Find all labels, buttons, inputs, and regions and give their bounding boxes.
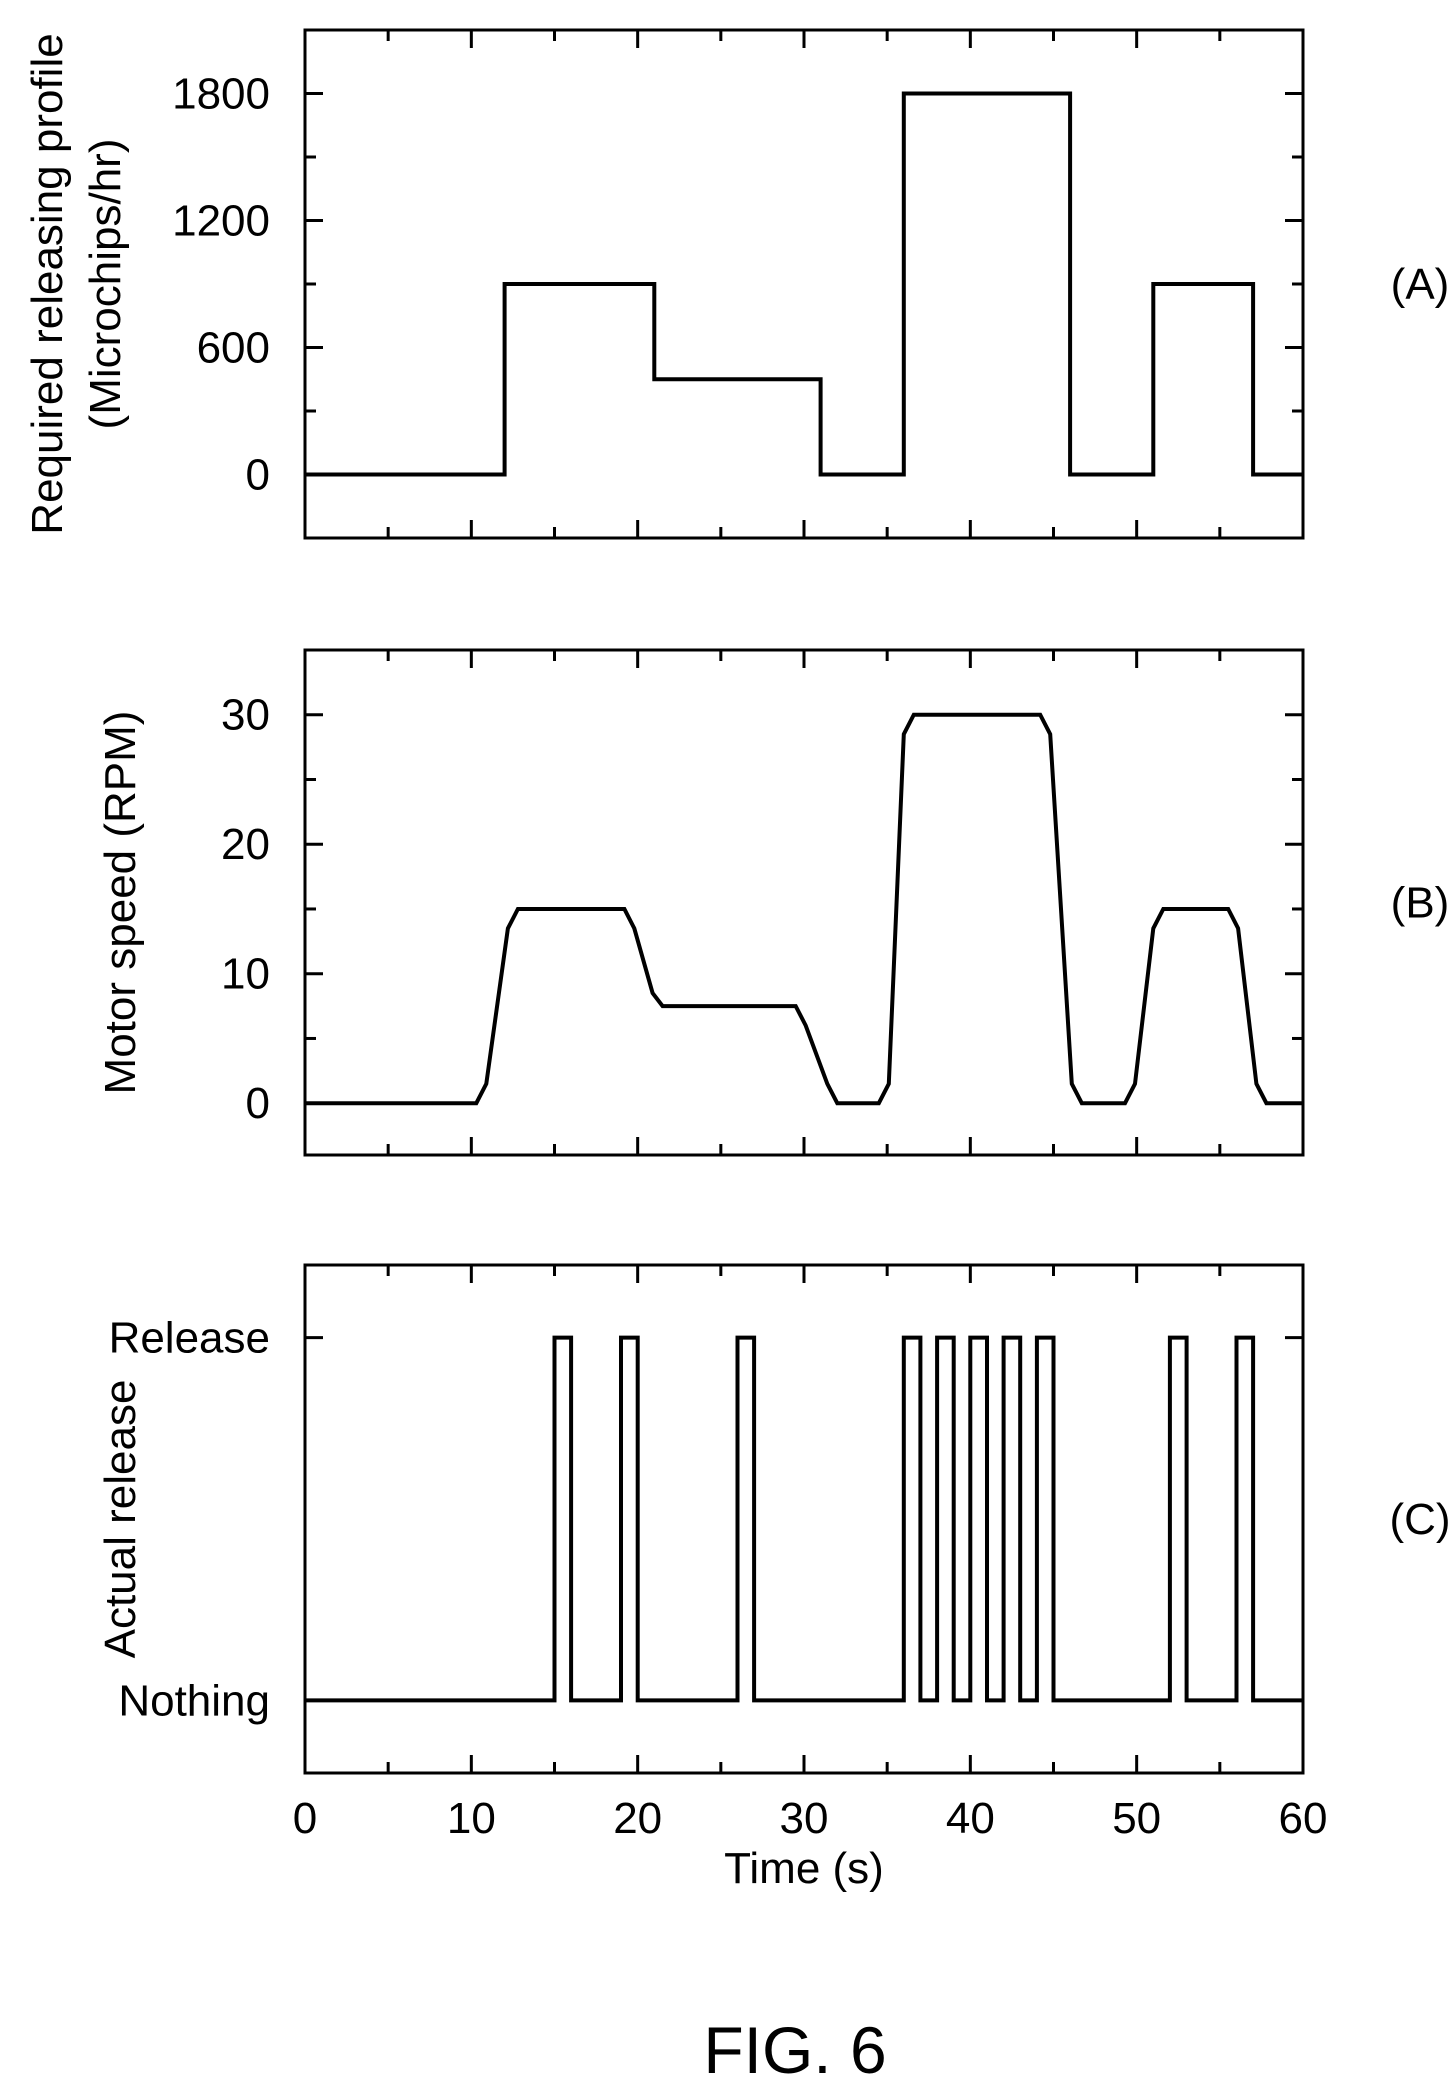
y-tick-label: 0	[246, 451, 270, 500]
x-tick-label: 30	[780, 1794, 829, 1843]
y-tick-label: 10	[221, 950, 270, 999]
plot-frame	[303, 1263, 1305, 1775]
figure-caption: FIG. 6	[703, 2013, 886, 2087]
x-tick-label: 0	[293, 1794, 317, 1843]
y-axis-label: (Microchips/hr)	[81, 139, 130, 430]
panel-b: 0 10 20 30 Motor speed (RPM) (B)	[96, 648, 1450, 1157]
y-axis-label: Motor speed (RPM)	[96, 711, 145, 1095]
series-line	[305, 712, 1303, 1106]
y-tick-label: 1800	[172, 70, 270, 119]
x-tick-label: 60	[1279, 1794, 1328, 1843]
y-tick-label: Nothing	[118, 1676, 270, 1725]
x-tick-label: 50	[1112, 1794, 1161, 1843]
panel-label: (A)	[1391, 260, 1450, 309]
series-line	[305, 91, 1303, 477]
plot-frame	[303, 648, 1305, 1157]
x-tick-label: 40	[946, 1794, 995, 1843]
panel-label: (C)	[1389, 1495, 1450, 1544]
series-line	[305, 1335, 1303, 1703]
y-axis-label: Required releasing profile	[23, 33, 72, 534]
y-axis-label: Actual release	[96, 1380, 145, 1659]
y-tick-label: 30	[221, 691, 270, 740]
x-axis-label: Time (s)	[724, 1844, 884, 1893]
y-tick-label: Release	[109, 1314, 270, 1363]
x-tick-label: 10	[447, 1794, 496, 1843]
y-tick-label: 0	[246, 1079, 270, 1128]
panel-c: Nothing Release 0 10 20 30 40 50 60 Time (s) Actua…	[96, 1263, 1451, 1893]
y-tick-label: 600	[197, 324, 270, 373]
x-tick-label: 20	[613, 1794, 662, 1843]
panel-label: (B)	[1391, 879, 1450, 928]
y-tick-label: 20	[221, 820, 270, 869]
y-tick-label: 1200	[172, 197, 270, 246]
panel-a: 0 600 1200 1800 Required releasing profile (M…	[23, 28, 1450, 540]
